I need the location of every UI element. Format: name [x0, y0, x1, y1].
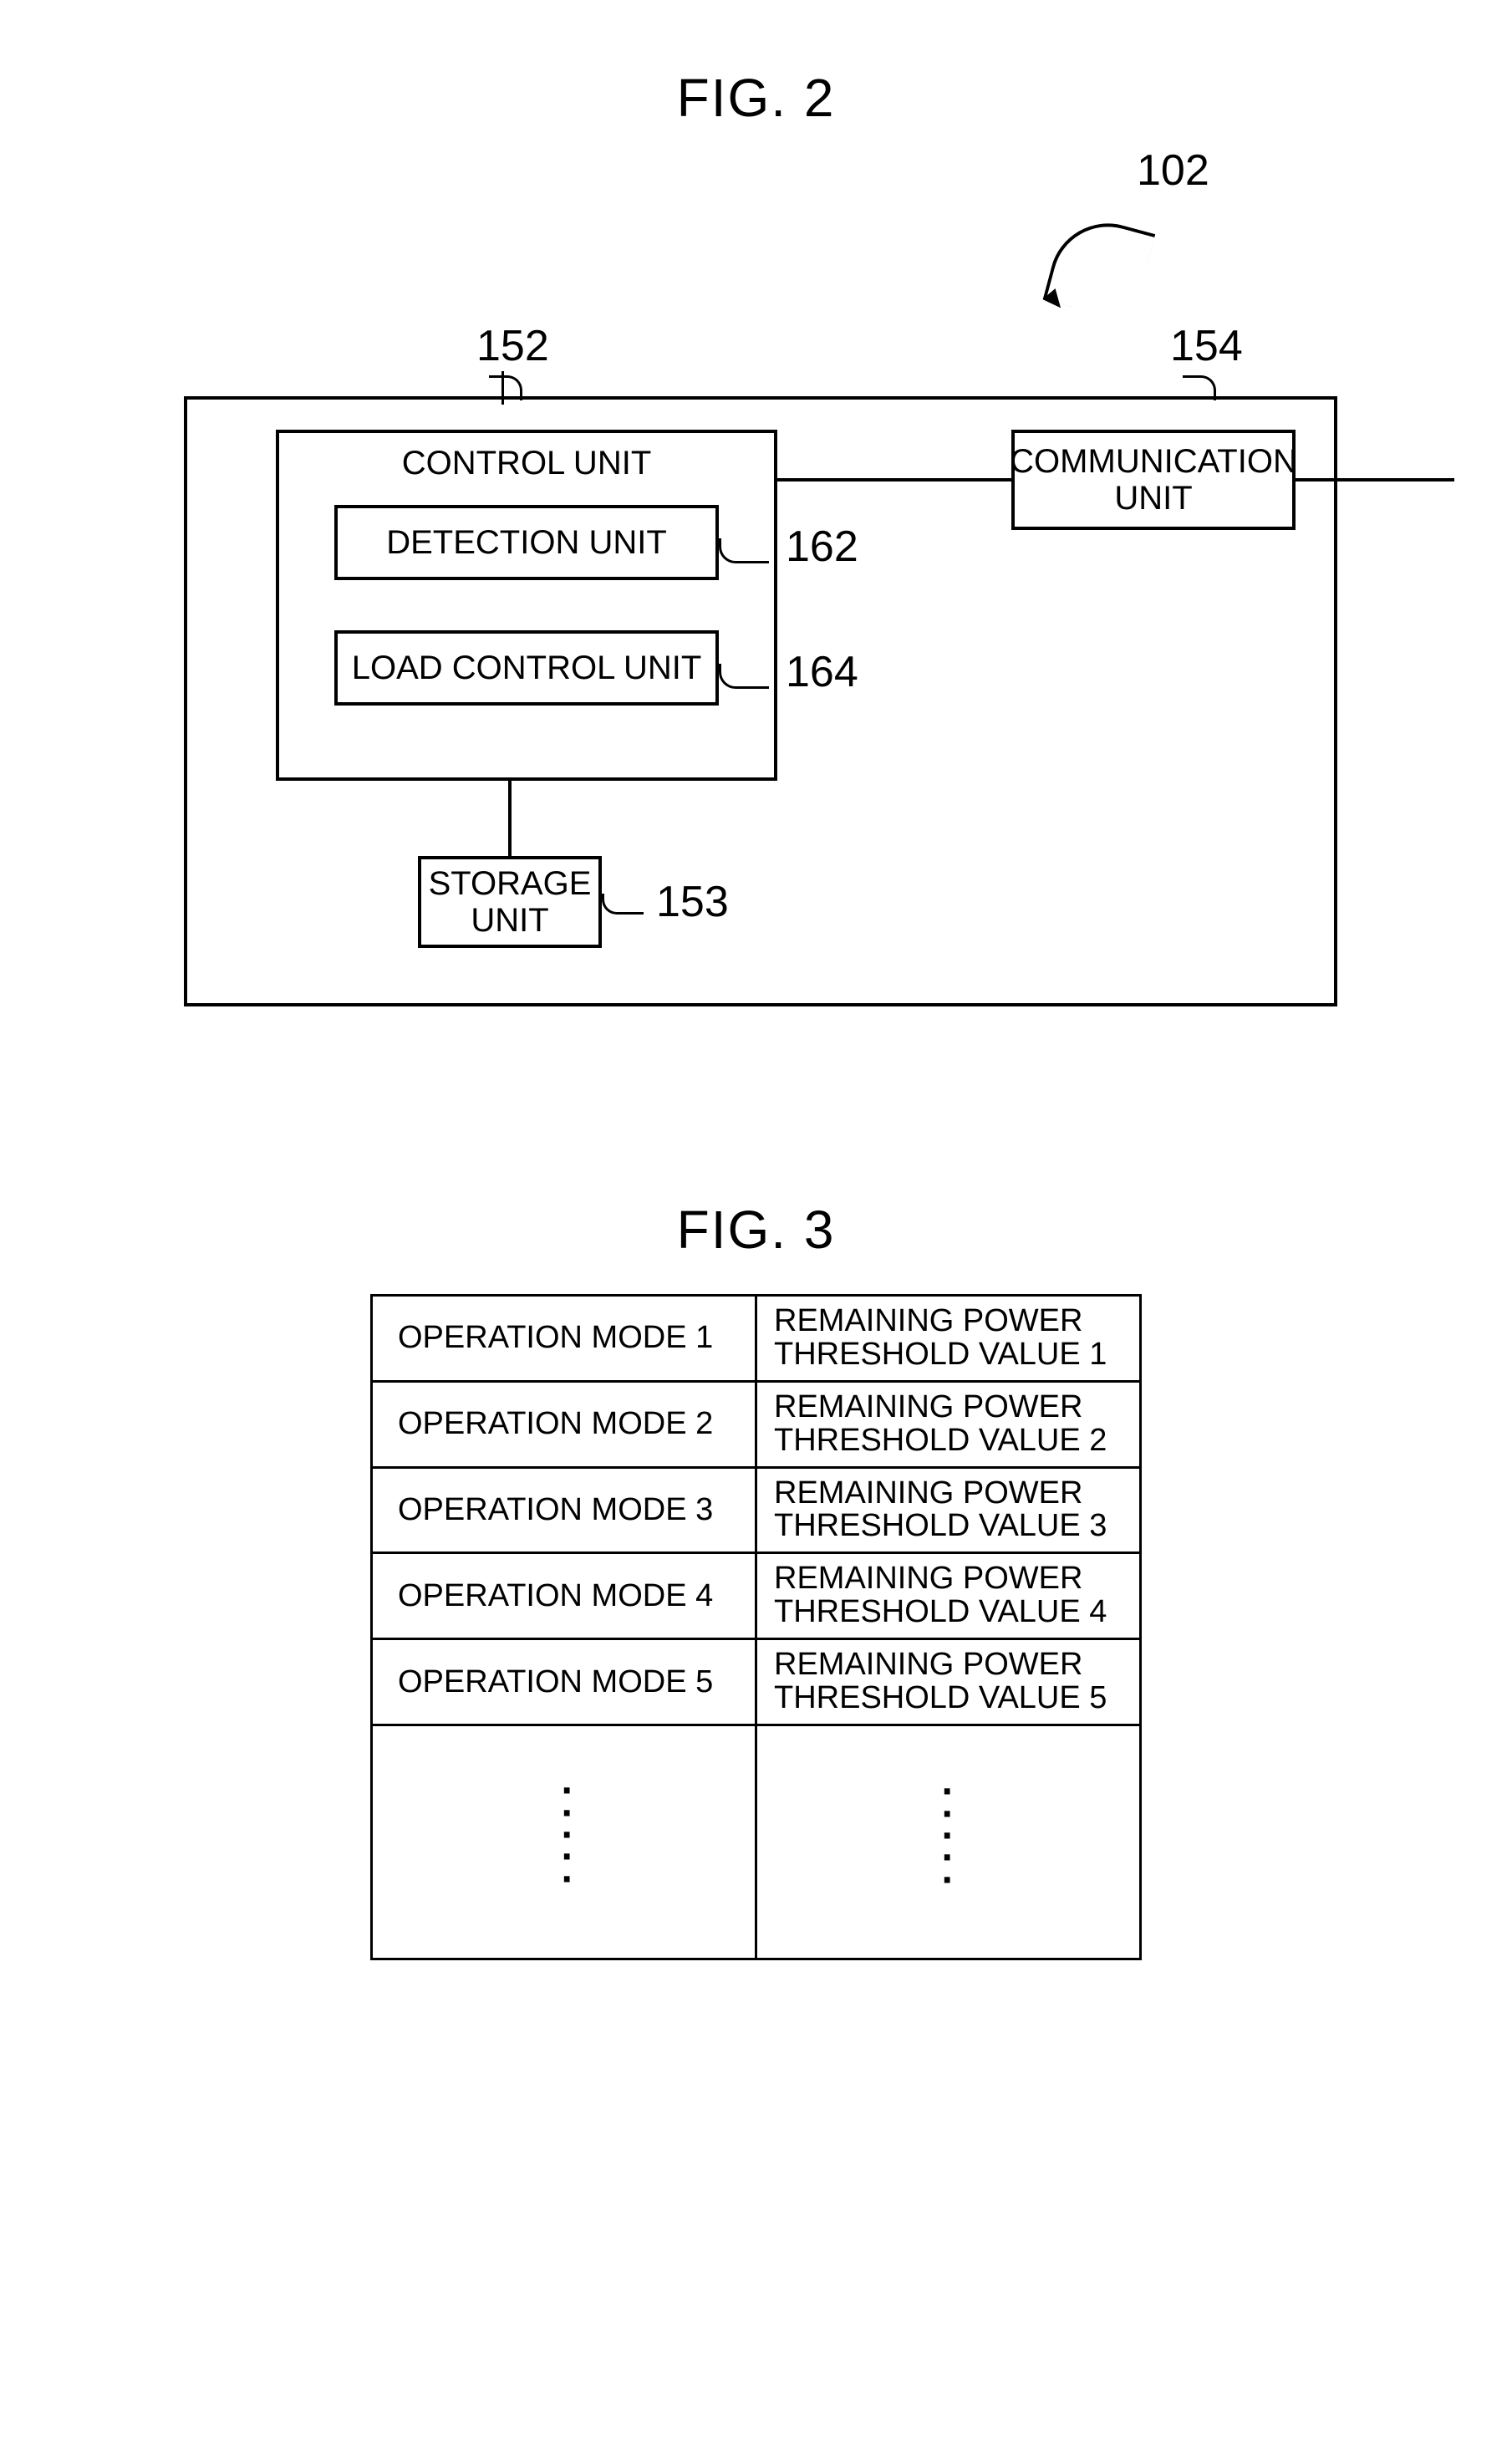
- communication-unit-box: COMMUNICATION UNIT: [1011, 430, 1296, 530]
- mode-cell: OPERATION MODE 3: [372, 1467, 756, 1553]
- table-body: OPERATION MODE 1 REMAINING POWER THRESHO…: [372, 1296, 1141, 1959]
- storage-unit-label: STORAGE UNIT: [429, 865, 592, 939]
- conn-comm-out: [1296, 478, 1454, 482]
- load-control-unit-box: LOAD CONTROL UNIT: [334, 630, 719, 706]
- table-row: OPERATION MODE 1 REMAINING POWER THRESHO…: [372, 1296, 1141, 1382]
- detection-unit-box: DETECTION UNIT: [334, 505, 719, 580]
- control-unit-label: CONTROL UNIT: [402, 445, 652, 482]
- storage-unit-box: STORAGE UNIT: [418, 856, 602, 948]
- value-cell: REMAINING POWER THRESHOLD VALUE 1: [756, 1296, 1141, 1382]
- table-row: OPERATION MODE 5 REMAINING POWER THRESHO…: [372, 1639, 1141, 1725]
- ref-153: 153: [656, 877, 729, 927]
- ref-102: 102: [1137, 145, 1209, 196]
- ref-154: 154: [1170, 321, 1243, 371]
- table-ellipsis-row: ····· ·····: [372, 1725, 1141, 1959]
- ref-152: 152: [476, 321, 549, 371]
- communication-unit-label: COMMUNICATION UNIT: [1010, 443, 1297, 517]
- load-control-unit-label: LOAD CONTROL UNIT: [352, 650, 702, 686]
- leader-162: [719, 538, 769, 563]
- ref-162: 162: [786, 522, 858, 572]
- control-unit-box: CONTROL UNIT: [276, 430, 777, 781]
- fig2-diagram: 102 152 154 CONTROL UNIT DETECTION UNIT …: [0, 129, 1512, 1048]
- conn-control-storage: [508, 781, 512, 856]
- mode-cell: OPERATION MODE 1: [372, 1296, 756, 1382]
- detection-unit-label: DETECTION UNIT: [386, 524, 667, 561]
- operation-mode-table: OPERATION MODE 1 REMAINING POWER THRESHO…: [370, 1294, 1142, 1960]
- value-cell: REMAINING POWER THRESHOLD VALUE 2: [756, 1381, 1141, 1467]
- table-row: OPERATION MODE 4 REMAINING POWER THRESHO…: [372, 1553, 1141, 1639]
- vertical-dots-icon: ·····: [942, 1781, 955, 1892]
- mode-cell: OPERATION MODE 4: [372, 1553, 756, 1639]
- leader-164: [719, 664, 769, 689]
- value-cell: REMAINING POWER THRESHOLD VALUE 4: [756, 1553, 1141, 1639]
- page: FIG. 2 102 152 154 CONTROL UNIT DETECTIO…: [0, 0, 1512, 2127]
- vertical-dots-icon: ·····: [562, 1781, 575, 1891]
- value-cell: REMAINING POWER THRESHOLD VALUE 5: [756, 1639, 1141, 1725]
- ellipsis-cell: ·····: [756, 1725, 1141, 1959]
- fig2-title: FIG. 2: [0, 67, 1512, 129]
- fig3-diagram: FIG. 3 OPERATION MODE 1 REMAINING POWER …: [0, 1199, 1512, 1960]
- fig3-title: FIG. 3: [0, 1199, 1512, 1261]
- value-cell: REMAINING POWER THRESHOLD VALUE 3: [756, 1467, 1141, 1553]
- mode-cell: OPERATION MODE 5: [372, 1639, 756, 1725]
- ellipsis-cell: ·····: [372, 1725, 756, 1959]
- leader-153: [602, 894, 644, 915]
- ref-164: 164: [786, 647, 858, 697]
- conn-control-comm: [777, 478, 1011, 482]
- table-row: OPERATION MODE 3 REMAINING POWER THRESHO…: [372, 1467, 1141, 1553]
- table-row: OPERATION MODE 2 REMAINING POWER THRESHO…: [372, 1381, 1141, 1467]
- mode-cell: OPERATION MODE 2: [372, 1381, 756, 1467]
